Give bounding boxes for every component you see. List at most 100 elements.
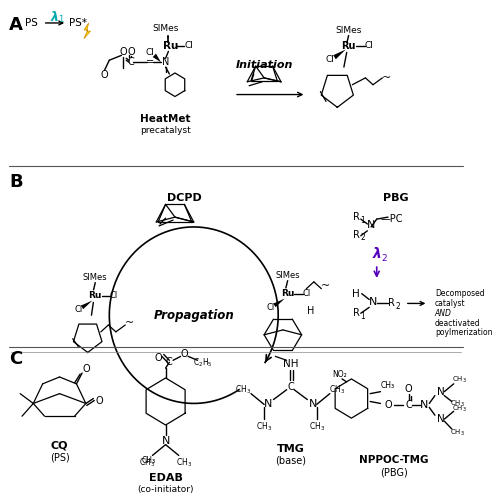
Text: $\mathregular{CH_3}$: $\mathregular{CH_3}$ [236, 384, 252, 396]
Text: PBG: PBG [382, 193, 408, 202]
Text: Cl: Cl [184, 41, 194, 50]
Text: Cl: Cl [74, 305, 82, 314]
Text: precatalyst: precatalyst [140, 126, 191, 135]
Text: O: O [101, 70, 108, 80]
Text: B: B [9, 173, 22, 191]
Polygon shape [274, 298, 285, 307]
Text: $\mathregular{CH_3}$: $\mathregular{CH_3}$ [452, 375, 467, 385]
Text: O: O [405, 384, 412, 394]
Text: O: O [82, 364, 90, 374]
Text: O: O [127, 48, 134, 57]
Text: EDAB: EDAB [148, 473, 182, 483]
Text: N: N [436, 387, 444, 396]
Text: R: R [352, 212, 360, 222]
Text: Cl: Cl [266, 303, 275, 312]
Text: (co-initiator): (co-initiator) [138, 485, 194, 494]
Text: 2: 2 [382, 254, 387, 263]
Text: Cl: Cl [110, 291, 118, 300]
Text: A: A [9, 16, 23, 34]
Text: N: N [264, 399, 272, 409]
Text: 1: 1 [58, 14, 63, 24]
Text: R: R [352, 308, 360, 318]
Text: λ: λ [372, 248, 381, 261]
Text: —PC: —PC [380, 214, 403, 224]
Text: TMG: TMG [276, 444, 304, 453]
Text: CQ: CQ [51, 441, 68, 450]
Text: ~: ~ [382, 73, 390, 83]
Text: N: N [436, 414, 444, 424]
Text: AND: AND [435, 309, 452, 318]
Text: Propagation: Propagation [154, 309, 234, 322]
Text: O: O [384, 400, 392, 410]
Text: Initiation: Initiation [236, 60, 293, 70]
Text: PS: PS [25, 18, 38, 28]
Text: deactivated: deactivated [435, 319, 480, 328]
Text: $\mathregular{C_2H_5}$: $\mathregular{C_2H_5}$ [193, 356, 213, 368]
Text: 1: 1 [360, 312, 365, 321]
Text: NO₂: NO₂ [332, 370, 346, 379]
Text: NH: NH [282, 359, 298, 369]
Text: DCPD: DCPD [167, 193, 202, 202]
Text: C: C [166, 357, 172, 367]
Text: $\mathregular{CH_3}$: $\mathregular{CH_3}$ [176, 456, 192, 469]
Text: CH₃: CH₃ [142, 456, 156, 465]
Text: 2: 2 [396, 302, 400, 311]
Text: C: C [406, 400, 412, 410]
Text: Ru: Ru [162, 41, 178, 50]
Text: Ru: Ru [281, 289, 294, 298]
Text: $\mathregular{CH_3}$: $\mathregular{CH_3}$ [139, 456, 155, 469]
Text: Ru: Ru [342, 41, 356, 50]
Text: 2: 2 [360, 233, 365, 242]
Text: $\mathregular{CH_3}$: $\mathregular{CH_3}$ [452, 404, 467, 414]
Text: $\mathregular{CH_3}$: $\mathregular{CH_3}$ [329, 384, 345, 396]
Polygon shape [333, 50, 346, 59]
Text: ~: ~ [320, 281, 330, 291]
Text: ~: ~ [124, 318, 134, 328]
Text: Cl: Cl [145, 48, 154, 57]
Text: C: C [9, 349, 22, 367]
Text: =: = [146, 57, 154, 67]
Text: catalyst: catalyst [435, 299, 466, 308]
Text: R: R [352, 230, 360, 240]
Text: (PBG): (PBG) [380, 467, 407, 477]
Text: N: N [162, 436, 170, 446]
Polygon shape [152, 53, 161, 62]
Text: Ru: Ru [88, 291, 102, 300]
Text: PS*: PS* [70, 18, 87, 28]
Text: H: H [308, 306, 314, 316]
Text: SIMes: SIMes [152, 24, 179, 33]
Text: H: H [352, 289, 360, 298]
Text: $\mathregular{CH_3}$: $\mathregular{CH_3}$ [308, 421, 325, 433]
Text: NPPOC-TMG: NPPOC-TMG [359, 455, 428, 465]
Text: poylmerization: poylmerization [435, 328, 492, 337]
Text: C: C [128, 57, 134, 67]
Text: CH₃: CH₃ [381, 381, 395, 390]
Text: (base): (base) [275, 455, 306, 465]
Text: SIMes: SIMes [276, 271, 300, 281]
Text: Cl: Cl [326, 55, 334, 64]
Text: N: N [420, 400, 428, 410]
Text: N: N [369, 297, 377, 307]
Text: HeatMet: HeatMet [140, 114, 191, 124]
Text: $\mathregular{CH_3}$: $\mathregular{CH_3}$ [450, 398, 465, 408]
Text: N: N [367, 220, 376, 230]
Polygon shape [84, 23, 90, 39]
Text: $\mathregular{CH_3}$: $\mathregular{CH_3}$ [256, 421, 272, 433]
Text: Decomposed: Decomposed [435, 289, 484, 298]
Text: R: R [388, 298, 395, 308]
Text: O: O [120, 48, 127, 57]
Text: O: O [180, 349, 188, 359]
Text: O: O [95, 396, 103, 405]
Text: 1: 1 [360, 215, 365, 225]
Text: N: N [162, 57, 170, 67]
Text: λ: λ [51, 10, 59, 24]
Text: O: O [154, 353, 162, 363]
Text: SIMes: SIMes [336, 26, 362, 35]
Text: Cl: Cl [302, 289, 310, 298]
Polygon shape [81, 300, 92, 309]
Text: Cl: Cl [365, 41, 374, 50]
Text: C: C [287, 382, 294, 392]
Text: (PS): (PS) [50, 452, 70, 462]
Text: SIMes: SIMes [83, 273, 108, 283]
Text: N: N [308, 399, 317, 409]
